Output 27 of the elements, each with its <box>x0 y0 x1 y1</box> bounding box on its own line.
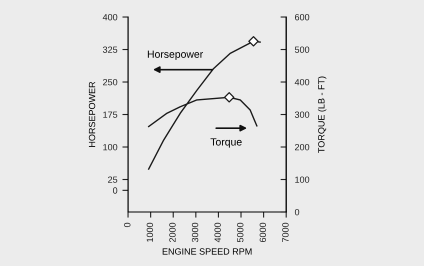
y2-axis-title: TORQUE (LB - FT) <box>318 76 326 153</box>
y2-tick-label: 300 <box>294 111 310 118</box>
x-tick-label: 7000 <box>282 222 289 242</box>
y-tick-label: 25 <box>108 176 118 183</box>
x-tick-label: 0 <box>124 222 130 228</box>
y-tick-label: 400 <box>102 14 118 20</box>
x-axis-title: ENGINE SPEED RPM <box>162 248 252 255</box>
y2-tick-label: 400 <box>294 78 310 86</box>
y-axis-title: HORSEPOWER <box>88 82 96 147</box>
x-tick-label: 6000 <box>260 222 266 242</box>
x-tick-label: 4000 <box>214 222 221 242</box>
x-tick-label: 5000 <box>237 222 244 242</box>
y-tick-label: 175 <box>103 112 118 118</box>
y-tick-label: 250 <box>103 78 118 86</box>
x-tick-label: 2000 <box>169 222 176 242</box>
x-tick-label: 3000 <box>192 222 198 242</box>
x-tick-label: 1000 <box>146 222 154 242</box>
y2-tick-label: 0 <box>294 208 300 216</box>
y2-tick-label: 200 <box>294 144 310 150</box>
y2-tick-label: 500 <box>294 46 310 53</box>
y-tick-label: 325 <box>102 46 118 53</box>
y2-tick-label: 600 <box>294 14 310 20</box>
y-tick-label: 100 <box>103 144 118 150</box>
annotation: Horsepower <box>148 50 204 60</box>
y2-tick-label: 100 <box>295 176 310 183</box>
y-tick-label: 0 <box>112 187 118 194</box>
annotation: Torque <box>210 138 242 148</box>
